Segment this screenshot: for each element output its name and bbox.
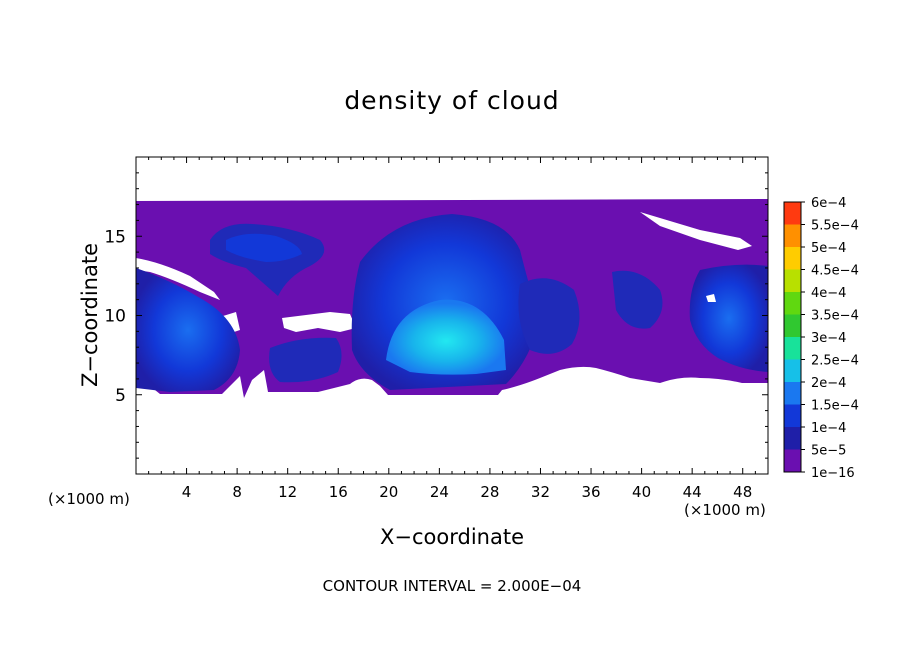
- y-tick-label: 5: [115, 386, 126, 406]
- colorbar-label: 3e−4: [811, 331, 846, 346]
- x-axis-label: X−coordinate: [380, 525, 524, 549]
- chart-title: density of cloud: [344, 86, 560, 115]
- colorbar-label: 5e−5: [811, 444, 846, 459]
- x-tick-label: 24: [430, 483, 449, 501]
- x-tick-label: 16: [329, 483, 348, 501]
- colorbar-swatch: [784, 202, 801, 225]
- x-tick-label: 48: [733, 483, 752, 501]
- colorbar-swatch: [784, 449, 801, 472]
- cloud-gap: [706, 294, 716, 302]
- right-mid-blob: [518, 278, 580, 354]
- y-axis-label: Z−coordinate: [78, 243, 102, 387]
- colorbar-swatch: [784, 269, 801, 292]
- colorbar-label: 1e−16: [811, 466, 855, 481]
- y-axis-ticks: 5 10 15: [104, 172, 768, 459]
- colorbar-label: 1.5e−4: [811, 399, 859, 414]
- plot-field: [136, 199, 768, 398]
- left-blob: [136, 268, 240, 392]
- right-blob: [689, 264, 768, 372]
- central-core: [386, 299, 506, 375]
- x-tick-label: 36: [581, 483, 600, 501]
- cloud-gap: [282, 312, 356, 332]
- y-tick-label: 10: [104, 307, 126, 327]
- colorbar-label: 5.5e−4: [811, 219, 859, 234]
- cloud-gap: [640, 212, 752, 250]
- colorbar-swatch: [784, 337, 801, 360]
- colorbar-swatch: [784, 224, 801, 247]
- colorbar-label: 1e−4: [811, 421, 846, 436]
- colorbar-label: 4e−4: [811, 286, 846, 301]
- colorbar-label: 6e−4: [811, 196, 846, 211]
- colorbar-swatch: [784, 292, 801, 315]
- lower-small-blob: [269, 337, 342, 383]
- cloud-gap: [136, 258, 220, 300]
- x-unit-note-right: (×1000 m): [684, 501, 766, 519]
- colorbar-swatch: [784, 314, 801, 337]
- colorbar-label: 3.5e−4: [811, 309, 859, 324]
- right-mid-blob2: [612, 270, 663, 329]
- colorbar-swatch: [784, 404, 801, 427]
- colorbar-label: 2.5e−4: [811, 354, 859, 369]
- x-tick-label: 32: [531, 483, 550, 501]
- x-unit-note-left: (×1000 m): [48, 490, 130, 508]
- colorbar-swatch: [784, 427, 801, 450]
- colorbar-swatch: [784, 247, 801, 270]
- x-tick-label: 20: [379, 483, 398, 501]
- colorbar: 1e−16 5e−5 1e−4 1.5e−4 2e−4 2.5e−4 3e−4 3.5e−4 4…: [783, 196, 859, 481]
- contour-interval-note: CONTOUR INTERVAL = 2.000E−04: [322, 577, 582, 595]
- colorbar-label: 2e−4: [811, 376, 846, 391]
- x-tick-label: 12: [278, 483, 297, 501]
- y-tick-label: 15: [104, 227, 126, 247]
- upper-left-lobe-inner: [226, 233, 302, 262]
- x-tick-label: 40: [632, 483, 651, 501]
- colorbar-label: 4.5e−4: [811, 264, 859, 279]
- x-tick-label: 28: [480, 483, 499, 501]
- x-tick-label: 44: [683, 483, 702, 501]
- colorbar-swatch: [784, 359, 801, 382]
- x-tick-label: 4: [182, 483, 192, 501]
- colorbar-label: 5e−4: [811, 241, 846, 256]
- colorbar-swatch: [784, 382, 801, 405]
- x-tick-label: 8: [232, 483, 242, 501]
- x-axis-ticks: 4 8 12 16 20 24 28 32 36 40 44 48: [148, 157, 756, 501]
